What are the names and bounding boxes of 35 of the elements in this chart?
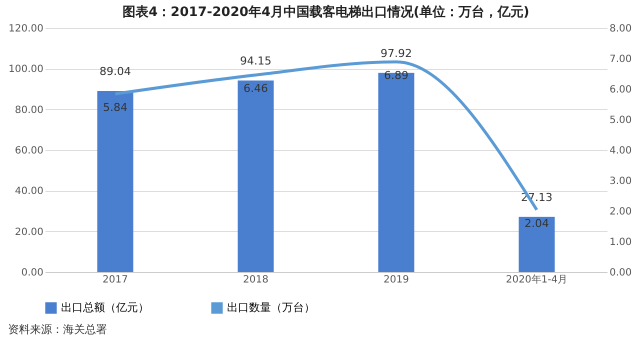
y-tick-label: 40.00 xyxy=(14,186,44,198)
y-tick-label: 20.00 xyxy=(14,226,44,238)
data-label: 5.84 xyxy=(103,100,128,114)
data-label: 6.46 xyxy=(244,82,268,95)
y-tick-label: 100.00 xyxy=(8,64,44,76)
data-label: 97.92 xyxy=(380,46,412,60)
y2-tick-label: 3.00 xyxy=(610,176,632,187)
bar xyxy=(378,72,414,272)
y2-tick-label: 8.00 xyxy=(610,24,632,34)
y2-tick-label: 5.00 xyxy=(610,115,632,126)
data-label: 2.04 xyxy=(524,216,549,230)
y2-tick-label: 4.00 xyxy=(610,146,632,156)
y2-tick-label: 0.00 xyxy=(610,268,632,278)
legend-label: 出口总额（亿元） xyxy=(61,301,149,314)
bar xyxy=(518,216,555,272)
y2-tick-label: 2.00 xyxy=(610,206,632,218)
y-tick-label: 60.00 xyxy=(14,146,44,156)
legend-label: 出口数量（万台） xyxy=(227,301,315,314)
text: 资料来源：海关总署 xyxy=(7,322,108,338)
y2-tick-label: 6.00 xyxy=(610,84,632,96)
data-label: 89.04 xyxy=(100,64,131,78)
x-tick-label: 2020年1-4月 xyxy=(506,274,568,286)
y2-tick-label: 1.00 xyxy=(610,237,632,248)
data-label: 6.89 xyxy=(384,68,408,82)
bar xyxy=(238,80,274,272)
bar xyxy=(97,90,134,272)
x-tick-label: 2017 xyxy=(102,274,128,286)
y-tick-label: 120.00 xyxy=(8,24,44,34)
y-tick-label: 0.00 xyxy=(21,268,44,278)
x-tick-label: 2018 xyxy=(243,274,268,286)
x-tick-label: 2019 xyxy=(384,274,409,286)
y2-tick-label: 7.00 xyxy=(610,54,632,65)
y-tick-label: 80.00 xyxy=(14,104,44,116)
data-label: 94.15 xyxy=(240,54,272,68)
chart-title: 图表4：2017-2020年4月中国载客电梯出口情况(单位：万台，亿元) xyxy=(122,4,530,20)
